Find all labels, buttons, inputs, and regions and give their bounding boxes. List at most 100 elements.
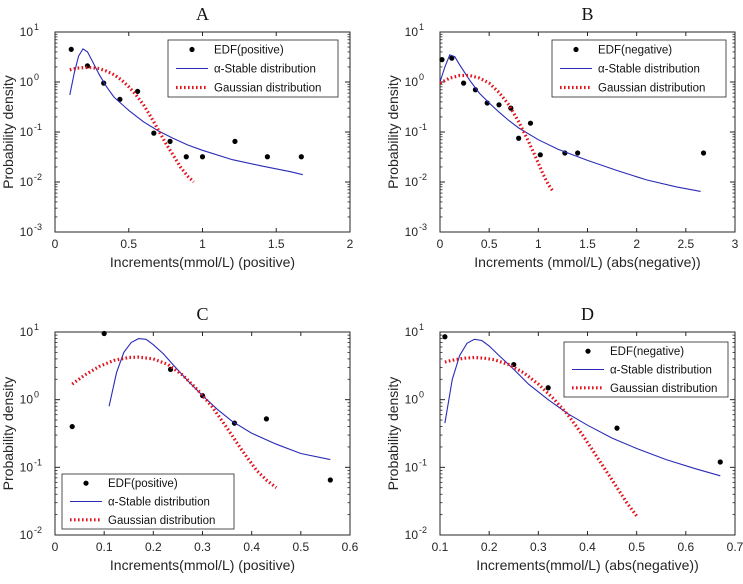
y-tick-label: 10 [20, 460, 34, 474]
y-tick-base: 10 [405, 125, 419, 139]
x-tick-label: 0.2 [481, 540, 498, 554]
y-tick-base: 10 [405, 460, 419, 474]
x-axis-label: Increments(mmol/L) (positive) [110, 557, 295, 573]
legend: EDF(negative) α-Stable distribution Gaussi… [563, 341, 729, 398]
edf-point [614, 425, 620, 431]
y-tick-label: 10 [405, 460, 419, 474]
legend-label: EDF(negative) [598, 45, 672, 57]
y-tick-base: 10 [20, 125, 34, 139]
edf-point [496, 102, 502, 108]
x-tick-label: 0.1 [432, 540, 449, 554]
y-tick-label: 10 [20, 325, 34, 339]
x-tick-label: 0.1 [96, 540, 113, 554]
gaussian-curve [69, 65, 195, 184]
y-axis-label: Probability density [0, 75, 16, 189]
y-tick-base: 10 [20, 460, 34, 474]
legend-label: α-Stable distribution [108, 497, 210, 509]
stable-curve [69, 48, 303, 176]
legend-label: Gaussian distribution [108, 515, 215, 527]
edf-point [264, 154, 270, 160]
x-tick-label: 1 [535, 237, 542, 251]
y-tick-base: 10 [405, 75, 419, 89]
x-tick-label: 0.2 [145, 540, 162, 554]
panel-title: D [581, 304, 594, 324]
y-tick-exponent: 1 [419, 22, 424, 32]
y-tick-label: 10 [405, 125, 419, 139]
legend-label: Gaussian distribution [598, 83, 705, 95]
y-tick-label: 10 [20, 175, 34, 189]
legend-label: Gaussian distribution [214, 83, 321, 95]
legend-label: α-Stable distribution [610, 365, 712, 377]
y-axis-label: Probability density [385, 75, 401, 189]
edf-point [700, 150, 707, 156]
edf-point [151, 130, 157, 136]
y-tick-label: 10 [405, 393, 419, 407]
y-tick-label: 10 [405, 25, 419, 39]
y-tick-label: 10 [405, 75, 419, 89]
y-axis-label: Probability density [0, 377, 16, 491]
x-tick-label: 0.5 [292, 540, 309, 554]
x-tick-label: 0.6 [342, 540, 359, 554]
stable-curve [108, 338, 331, 461]
y-tick-exponent: -3 [419, 222, 427, 232]
x-tick-label: 2 [347, 237, 354, 251]
x-tick-label: 0.4 [579, 540, 596, 554]
edf-point [545, 385, 551, 391]
y-tick-label: 10 [405, 175, 419, 189]
x-tick-label: 1.5 [268, 237, 285, 251]
legend-label: EDF(positive) [214, 45, 284, 57]
y-tick-exponent: -2 [34, 525, 42, 535]
y-tick-base: 10 [20, 75, 34, 89]
y-tick-exponent: -3 [34, 222, 42, 232]
stable-curve [439, 54, 701, 192]
edf-point [439, 57, 445, 63]
legend: EDF(positive) α-Stable distribution Gaussi… [167, 39, 339, 98]
y-tick-exponent: 1 [34, 22, 39, 32]
x-tick-label: 0 [52, 540, 59, 554]
x-tick-label: 2.5 [677, 237, 694, 251]
y-tick-label: 10 [20, 393, 34, 407]
gaussian-curve [71, 355, 278, 489]
edf-point [69, 423, 75, 430]
y-tick-base: 10 [20, 175, 34, 189]
y-tick-base: 10 [405, 393, 419, 407]
y-tick-exponent: -2 [419, 172, 427, 182]
gaussian-curve [439, 73, 555, 193]
x-tick-label: 0.6 [677, 540, 694, 554]
edf-point [717, 459, 723, 465]
y-tick-exponent: -2 [419, 525, 427, 535]
y-tick-label: 10 [20, 528, 34, 542]
y-tick-label: 10 [405, 528, 419, 542]
x-tick-label: 0.4 [243, 540, 260, 554]
edf-point [449, 55, 455, 61]
legend-label: α-Stable distribution [598, 64, 700, 76]
x-tick-label: 0.5 [120, 237, 137, 251]
y-tick-label: 10 [405, 325, 419, 339]
x-tick-label: 0.3 [530, 540, 547, 554]
x-axis-label: Increments(mmol/L) (abs(negative)) [476, 557, 699, 573]
edf-point [263, 416, 270, 422]
x-tick-label: 0 [52, 237, 59, 251]
y-tick-label: 10 [20, 225, 34, 239]
edf-point [537, 152, 543, 158]
x-tick-label: 0.7 [727, 540, 743, 554]
y-tick-exponent: 0 [419, 72, 424, 82]
legend-label: EDF(positive) [108, 478, 178, 490]
y-tick-exponent: -2 [34, 172, 42, 182]
x-tick-label: 2 [633, 237, 640, 251]
panel-title: C [196, 304, 208, 324]
y-tick-label: 10 [405, 225, 419, 239]
y-tick-label: 10 [20, 75, 34, 89]
y-tick-exponent: 0 [34, 72, 39, 82]
legend-edf-marker [83, 480, 89, 486]
x-tick-label: 0.3 [194, 540, 211, 554]
edf-point [575, 150, 581, 156]
y-axis-label: Probability density [385, 377, 401, 491]
y-tick-label: 10 [20, 125, 34, 139]
